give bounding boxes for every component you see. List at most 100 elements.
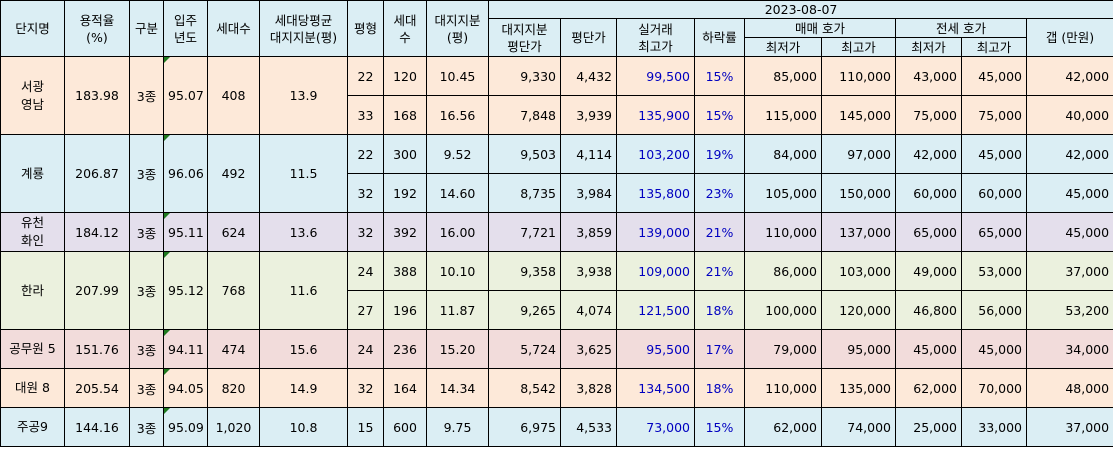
header-date: 2023-08-07 (487, 0, 1113, 19)
header-complex-name: 단지명 (0, 0, 65, 57)
unit-pyeong: 22 (347, 134, 384, 174)
unit-pyeong: 32 (347, 212, 384, 252)
zone-type: 3종 (129, 56, 164, 135)
land-unit-price: 5,724 (488, 329, 561, 369)
unit-households: 388 (383, 251, 427, 291)
sale-min: 110,000 (744, 368, 822, 408)
floor-area-ratio: 207.99 (64, 251, 130, 330)
drop-rate: 17% (694, 329, 745, 369)
pyeong-price: 4,432 (560, 56, 617, 96)
sale-min: 105,000 (744, 173, 822, 213)
unit-households: 164 (383, 368, 427, 408)
table-row: 주공9 144.16 3종 95.09 1,020 10.8 15 600 9.75 6,975 4… (0, 407, 1113, 447)
header-real-max: 실거래 최고가 (616, 18, 695, 57)
land-unit-price: 9,330 (488, 56, 561, 96)
header-gap: 갭 (만원) (1025, 18, 1113, 57)
land-unit-price: 8,735 (488, 173, 561, 213)
header-sale-min: 최저가 (744, 37, 822, 57)
drop-rate: 23% (694, 173, 745, 213)
real-max-price: 135,900 (616, 95, 695, 135)
gap-amount: 45,000 (1025, 212, 1113, 252)
zone-type: 3종 (129, 329, 164, 369)
drop-rate: 18% (694, 290, 745, 330)
header-jeonse-ask: 전세 호가 (895, 18, 1027, 38)
real-max-price: 135,800 (616, 173, 695, 213)
jeonse-max: 70,000 (961, 368, 1027, 408)
land-unit-price: 9,358 (488, 251, 561, 291)
jeonse-max: 53,000 (961, 251, 1027, 291)
total-households: 768 (207, 251, 260, 330)
unit-households: 392 (383, 212, 427, 252)
gap-amount: 37,000 (1025, 251, 1113, 291)
header-jeonse-max: 최고가 (961, 37, 1027, 57)
unit-pyeong: 33 (347, 95, 384, 135)
header-unit-households: 세대수 (383, 0, 427, 57)
header-sale-ask: 매매 호가 (744, 18, 896, 38)
sale-max: 135,000 (821, 368, 896, 408)
unit-households: 192 (383, 173, 427, 213)
jeonse-min: 43,000 (895, 56, 962, 96)
land-share: 16.56 (426, 95, 489, 135)
avg-land-share: 13.6 (259, 212, 348, 252)
real-max-price: 134,500 (616, 368, 695, 408)
move-in-year: 95.12 (163, 251, 208, 330)
land-share: 14.60 (426, 173, 489, 213)
header-land-share: 대지지분 (평) (426, 0, 489, 57)
pyeong-price: 4,114 (560, 134, 617, 174)
move-in-year: 95.07 (163, 56, 208, 135)
pyeong-price: 4,074 (560, 290, 617, 330)
zone-type: 3종 (129, 134, 164, 213)
floor-area-ratio: 144.16 (64, 407, 130, 447)
sale-min: 115,000 (744, 95, 822, 135)
sale-min: 62,000 (744, 407, 822, 447)
header-pyeong: 평형 (347, 0, 384, 57)
jeonse-min: 46,800 (895, 290, 962, 330)
sale-min: 79,000 (744, 329, 822, 369)
drop-rate: 19% (694, 134, 745, 174)
pyeong-price: 3,984 (560, 173, 617, 213)
jeonse-max: 56,000 (961, 290, 1027, 330)
complex-name: 유천 화인 (0, 212, 65, 252)
land-share: 14.34 (426, 368, 489, 408)
unit-pyeong: 24 (347, 251, 384, 291)
jeonse-max: 45,000 (961, 56, 1027, 96)
unit-households: 600 (383, 407, 427, 447)
header-floor-area-ratio: 용적율 (%) (64, 0, 130, 57)
real-max-price: 99,500 (616, 56, 695, 96)
complex-name: 대원 8 (0, 368, 65, 408)
complex-name: 공무원 5 (0, 329, 65, 369)
unit-pyeong: 24 (347, 329, 384, 369)
real-max-price: 95,500 (616, 329, 695, 369)
floor-area-ratio: 206.87 (64, 134, 130, 213)
land-share: 11.87 (426, 290, 489, 330)
gap-amount: 42,000 (1025, 134, 1113, 174)
header-households: 세대수 (207, 0, 260, 57)
jeonse-min: 45,000 (895, 329, 962, 369)
land-share: 15.20 (426, 329, 489, 369)
zone-type: 3종 (129, 212, 164, 252)
sale-max: 103,000 (821, 251, 896, 291)
table-row: 33 168 16.56 7,848 3,939 135,900 15% 115,000 145… (1, 95, 1113, 135)
drop-rate: 15% (694, 407, 745, 447)
land-unit-price: 8,542 (488, 368, 561, 408)
sale-max: 95,000 (821, 329, 896, 369)
header-jeonse-min: 최저가 (895, 37, 962, 57)
land-share: 16.00 (426, 212, 489, 252)
unit-pyeong: 15 (347, 407, 384, 447)
sale-max: 150,000 (821, 173, 896, 213)
unit-pyeong: 22 (347, 56, 384, 96)
real-max-price: 109,000 (616, 251, 695, 291)
unit-households: 236 (383, 329, 427, 369)
land-share: 10.45 (426, 56, 489, 96)
table-row: 한라 207.99 3종 95.12 768 11.6 24 388 10.10 9,358 3,9… (0, 251, 1113, 330)
header-land-unit-price: 대지지분 평단가 (488, 18, 561, 57)
gap-amount: 45,000 (1025, 173, 1113, 213)
land-share: 9.52 (426, 134, 489, 174)
table-row: 대원 8 205.54 3종 94.05 820 14.9 32 164 14.34 8,542 3… (0, 368, 1113, 408)
move-in-year: 96.06 (163, 134, 208, 213)
gap-amount: 34,000 (1025, 329, 1113, 369)
floor-area-ratio: 183.98 (64, 56, 130, 135)
header-avg-land-share: 세대당평균 대지지분(평) (259, 0, 348, 57)
sale-min: 110,000 (744, 212, 822, 252)
land-unit-price: 9,503 (488, 134, 561, 174)
